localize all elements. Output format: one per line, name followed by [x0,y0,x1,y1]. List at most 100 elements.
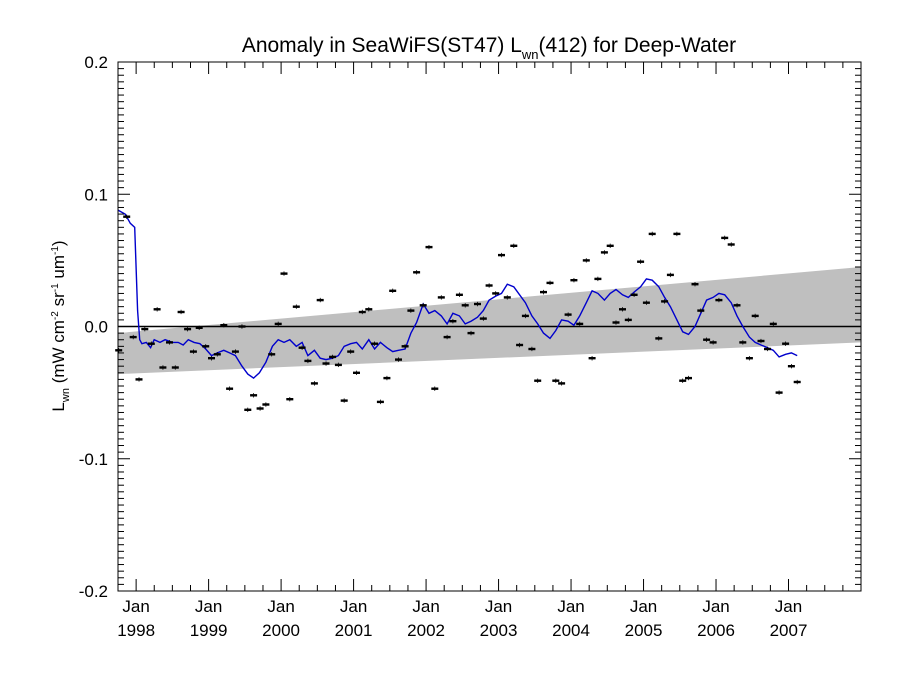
data-point [679,378,687,383]
data-point [745,356,753,361]
x-tick-month-label: Jan [557,597,584,616]
data-point [715,297,723,303]
data-point [624,317,632,323]
data-point [534,378,542,383]
data-point [769,321,777,327]
data-point [498,252,505,258]
data-point [322,361,330,366]
data-point [606,243,614,249]
data-point [153,307,161,312]
data-point [256,406,264,411]
data-point [238,324,246,329]
data-point [365,307,373,312]
y-axis-label-part: ) [49,240,68,246]
data-point [202,344,210,349]
data-point [244,407,252,413]
data-point [449,319,457,324]
data-point [594,276,602,282]
data-point [775,390,783,395]
data-point [510,243,518,249]
data-point [685,375,692,381]
data-point [782,341,790,346]
y-axis-label-part: -1 [50,283,61,292]
data-point [280,271,288,276]
data-point [570,278,578,283]
data-point [612,320,620,325]
data-point [642,300,650,305]
data-point [129,334,137,340]
data-point [558,381,566,386]
data-point [437,295,445,300]
x-tick-month-label: Jan [775,597,802,616]
x-tick-year-label: 2007 [770,621,808,640]
data-point [703,337,711,342]
data-point [474,301,481,307]
x-tick-year-label: 2001 [335,621,373,640]
y-axis-label-part: -2 [50,311,61,320]
data-point [540,289,547,295]
x-tick-year-label: 2006 [697,621,735,640]
data-point [141,326,149,332]
data-point [655,336,663,341]
data-point [358,309,366,315]
data-point [274,321,282,327]
data-point [521,313,529,319]
data-point [691,281,699,287]
data-point [401,344,409,349]
data-point [407,308,415,313]
data-point [455,292,463,297]
data-point [637,259,645,264]
data-point [492,291,500,296]
data-point [220,322,228,328]
data-point [661,299,669,304]
data-point [431,386,439,391]
x-tick-year-label: 2004 [552,621,590,640]
data-point [461,303,469,308]
x-tick-year-label: 2000 [262,621,300,640]
y-tick-label: 0.1 [84,185,108,204]
x-axis: Jan 1998 Jan 1999 Jan 2000 Jan 2001 Jan 2002 Jan 20… [117,62,862,640]
data-point [208,356,215,361]
data-point [195,325,203,331]
x-tick-month-label: Jan [267,597,294,616]
data-point [262,402,270,407]
data-point [376,399,384,405]
data-point [171,365,179,370]
data-point [184,326,192,332]
data-point [334,362,342,368]
y-axis-label-part: um [49,255,68,283]
x-tick-year-label: 2002 [407,621,445,640]
chart-title: Anomaly in SeaWiFS(ST47) Lwn(412) for De… [242,34,736,62]
x-tick-year-label: 1998 [117,621,155,640]
data-point [177,309,185,315]
data-point [123,214,131,219]
data-point [135,377,143,382]
data-point [709,340,717,345]
data-point [479,316,487,321]
data-point [739,340,747,345]
chart-title-main: Anomaly in SeaWiFS(ST47) L [242,34,522,57]
data-point [673,231,681,237]
data-point [697,308,705,313]
x-tick-month-label: Jan [195,597,222,616]
x-tick-month-label: Jan [122,597,149,616]
data-point [619,307,626,312]
x-tick-month-label: Jan [412,597,439,616]
y-axis: 0.2 0.1 0.0 -0.1 -0.2 [79,53,861,601]
data-point [298,345,306,350]
data-point [546,280,554,286]
data-point [576,321,584,327]
y-axis-label-part: (mW cm [49,320,68,388]
data-point [347,349,355,354]
y-axis-label-part: -1 [50,246,61,255]
chart-title-subscript: wn [521,47,539,62]
data-point [552,378,560,383]
data-point [751,313,759,319]
smoothed-line [117,209,798,379]
data-point [353,370,360,375]
x-tick-year-label: 2003 [480,621,518,640]
data-point [147,341,155,346]
data-point [425,244,433,250]
x-tick-month-label: Jan [485,597,512,616]
y-axis-label-part: L [49,402,68,411]
